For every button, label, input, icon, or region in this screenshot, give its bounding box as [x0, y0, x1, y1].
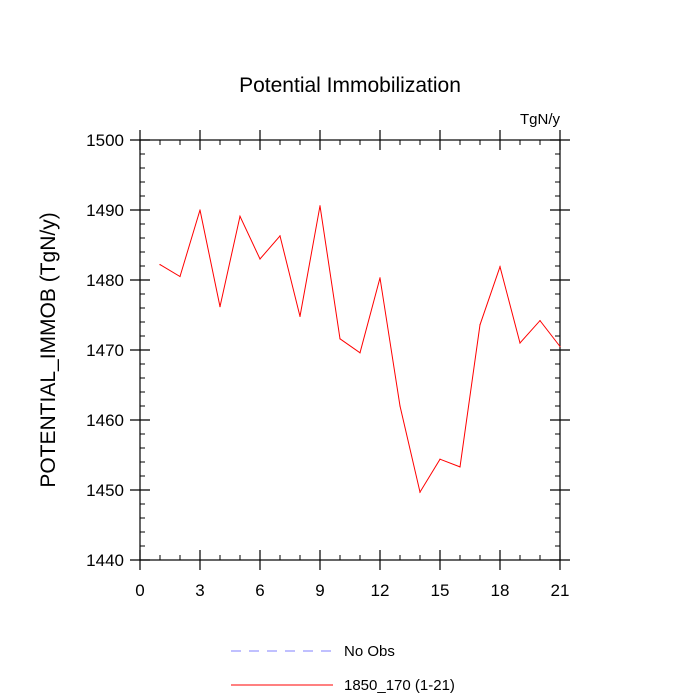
data-point: [439, 458, 441, 460]
data-point: [179, 275, 181, 278]
x-tick-label: 6: [255, 581, 264, 600]
legend-label-1850-170: 1850_170 (1-21): [344, 677, 455, 694]
data-point: [399, 405, 401, 407]
series-line-0: [159, 205, 561, 494]
data-point: [419, 491, 421, 493]
x-tick-label: 0: [135, 581, 144, 600]
legend-label-no-obs: No Obs: [344, 643, 395, 660]
data-point: [559, 345, 561, 348]
plot-frame: [139, 139, 561, 561]
data-point: [339, 338, 341, 340]
x-tick-label: 9: [315, 581, 324, 600]
tick-labels: 0 3 6 9 12 15 18 21 1440 1450 1460 1470 1480 1490 1500: [86, 131, 569, 600]
data-point: [359, 352, 361, 354]
data-point: [479, 324, 481, 326]
y-tick-label: 1460: [86, 411, 124, 430]
data-point: [159, 264, 161, 266]
data-point: [299, 315, 301, 317]
data-point: [239, 215, 241, 217]
chart-title: Potential Immobilization: [239, 74, 461, 97]
x-tick-label: 15: [431, 581, 450, 600]
data-point: [319, 205, 321, 207]
data-point: [199, 209, 201, 211]
x-tick-label: 18: [491, 581, 510, 600]
y-tick-label: 1450: [86, 481, 124, 500]
data-point: [539, 320, 541, 322]
data-point: [219, 306, 221, 308]
major-ticks: [130, 130, 570, 570]
data-point: [459, 466, 461, 468]
data-point: [259, 258, 261, 260]
data-point: [499, 266, 501, 268]
data-point: [279, 235, 281, 237]
y-tick-label: 1470: [86, 341, 124, 360]
x-tick-label: 3: [195, 581, 204, 600]
series-layer: [159, 205, 561, 494]
y-tick-label: 1440: [86, 551, 124, 570]
y-axis-label: POTENTIAL_IMMOB (TgN/y): [37, 212, 60, 487]
x-tick-label: 12: [371, 581, 390, 600]
legend: No Obs 1850_170 (1-21): [231, 643, 455, 694]
data-point: [379, 277, 381, 279]
data-point: [519, 342, 521, 344]
y-tick-label: 1500: [86, 131, 124, 150]
y-tick-label: 1480: [86, 271, 124, 290]
y-tick-label: 1490: [86, 201, 124, 220]
minor-ticks: [140, 140, 560, 560]
units-label: TgN/y: [520, 111, 561, 128]
x-tick-label: 21: [551, 581, 570, 600]
